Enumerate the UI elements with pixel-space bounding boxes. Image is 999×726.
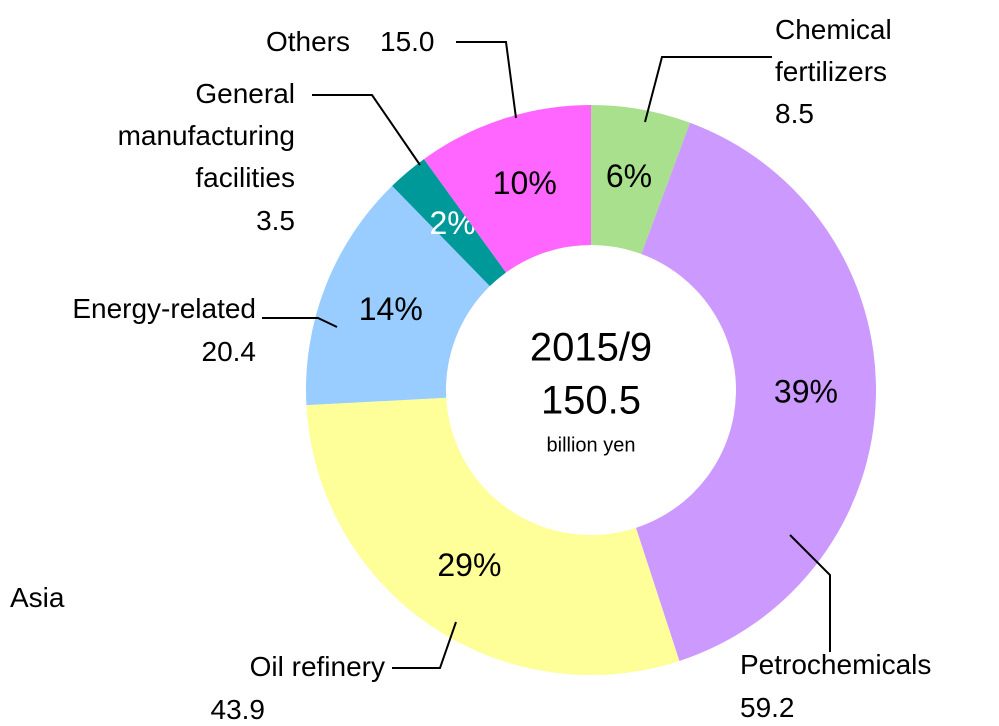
center-total: 150.5 <box>541 379 641 423</box>
value-label: 20.4 <box>201 336 257 367</box>
category-label: Others <box>265 26 350 57</box>
leader-line <box>312 94 421 166</box>
leader-line <box>456 41 517 119</box>
center-title: 2015/9 <box>530 326 652 370</box>
percent-label: 39% <box>774 374 838 410</box>
donut-slice <box>392 159 507 287</box>
leader-line <box>262 317 338 328</box>
donut-slice <box>423 105 591 273</box>
percent-label: 6% <box>606 158 652 194</box>
value-label: 8.5 <box>775 98 814 129</box>
value-label: 15.0 <box>380 26 435 57</box>
leader-line <box>789 534 831 652</box>
percent-label: 29% <box>437 547 501 583</box>
donut-slice <box>635 122 876 661</box>
category-label: Energy-related <box>72 293 256 324</box>
category-label: General manufacturing facilities <box>117 78 295 193</box>
center-unit: billion yen <box>547 434 636 456</box>
category-label: Oil refinery <box>249 651 385 682</box>
category-label: Petrochemicals <box>740 649 932 680</box>
value-label: 3.5 <box>256 205 295 236</box>
annotation: Asia <box>10 582 65 613</box>
leader-line <box>644 56 772 123</box>
donut-slice <box>591 105 691 255</box>
value-label: 59.2 <box>740 692 795 723</box>
value-label: 43.9 <box>210 694 266 725</box>
category-label: Chemical fertilizers <box>775 14 892 87</box>
percent-label: 10% <box>493 165 557 201</box>
donut-slice <box>306 185 490 406</box>
percent-label: 14% <box>359 291 423 327</box>
leader-line <box>392 621 457 669</box>
donut-slice <box>306 397 680 675</box>
